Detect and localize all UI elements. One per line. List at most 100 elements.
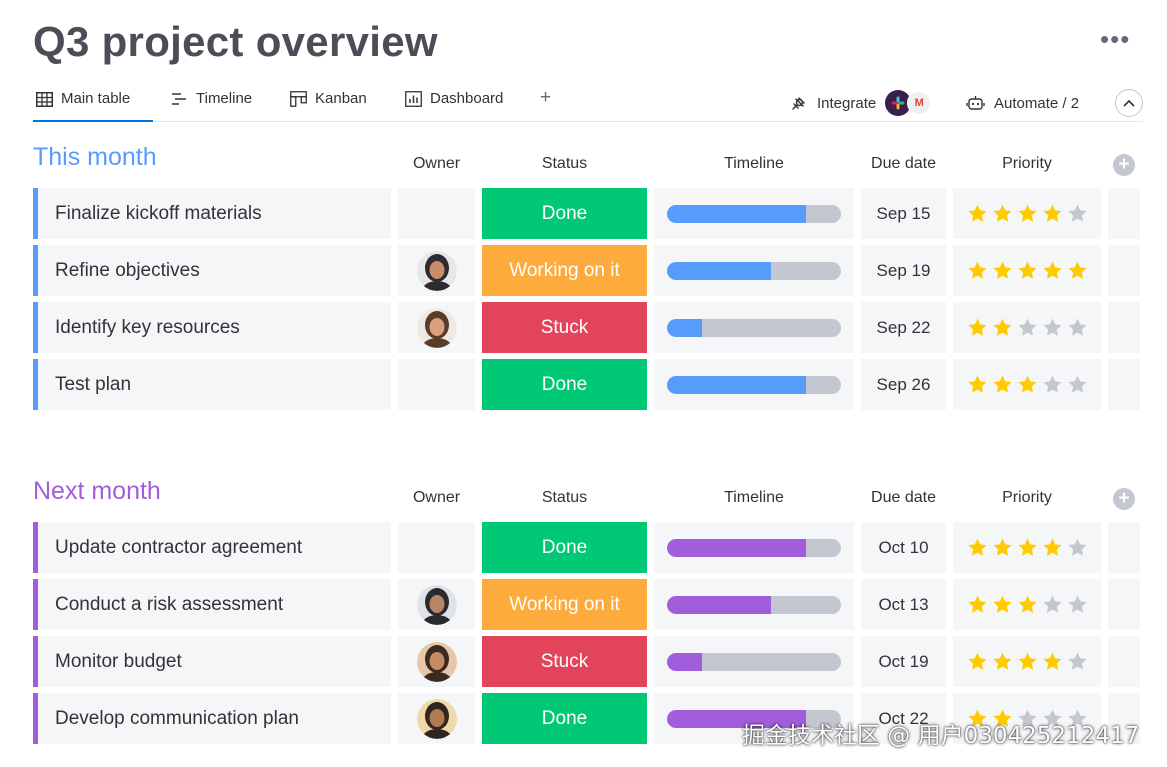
priority-rating[interactable] [953,522,1101,573]
column-header-owner[interactable]: Owner [412,489,461,506]
table-row[interactable]: Monitor budget Stuck Oct 19 [33,636,1140,687]
column-header-timeline[interactable]: Timeline [724,155,784,172]
priority-rating[interactable] [953,636,1101,687]
table-row[interactable]: Update contractor agreement Done Oct 10 [33,522,1140,573]
priority-rating[interactable] [953,693,1101,744]
star-empty-icon[interactable] [1067,374,1088,395]
star-filled-icon[interactable] [1042,651,1063,672]
priority-rating[interactable] [953,302,1101,353]
tab-kanban[interactable]: Kanban [289,90,367,122]
star-filled-icon[interactable] [1017,203,1038,224]
star-filled-icon[interactable] [1017,651,1038,672]
avatar[interactable] [416,307,457,348]
star-filled-icon[interactable] [1017,594,1038,615]
item-name-cell[interactable]: Update contractor agreement [33,522,391,573]
star-empty-icon[interactable] [1067,203,1088,224]
owner-cell[interactable] [398,636,475,687]
status-badge[interactable]: Stuck [482,302,647,353]
owner-cell[interactable] [398,302,475,353]
star-empty-icon[interactable] [1067,317,1088,338]
star-empty-icon[interactable] [1067,537,1088,558]
group-title[interactable]: This month [33,143,157,171]
due-date-cell[interactable]: Oct 19 [861,636,946,687]
column-header-priority[interactable]: Priority [1002,155,1052,172]
column-header-owner[interactable]: Owner [412,155,461,172]
priority-rating[interactable] [953,188,1101,239]
table-row[interactable]: Test plan Done Sep 26 [33,359,1140,410]
due-date-cell[interactable]: Sep 22 [861,302,946,353]
owner-cell[interactable] [398,693,475,744]
star-filled-icon[interactable] [967,537,988,558]
table-row[interactable]: Develop communication plan Done Oct 22 [33,693,1140,744]
star-empty-icon[interactable] [1067,708,1088,729]
star-filled-icon[interactable] [967,708,988,729]
tab-dashboard[interactable]: Dashboard [404,90,503,122]
owner-cell[interactable] [398,359,475,410]
star-filled-icon[interactable] [967,651,988,672]
owner-cell[interactable] [398,245,475,296]
star-filled-icon[interactable] [992,374,1013,395]
priority-rating[interactable] [953,359,1101,410]
tab-timeline[interactable]: Timeline [170,90,252,122]
star-empty-icon[interactable] [1017,317,1038,338]
star-filled-icon[interactable] [967,317,988,338]
tab-main-table[interactable]: Main table [33,90,153,122]
star-filled-icon[interactable] [992,203,1013,224]
star-empty-icon[interactable] [1067,594,1088,615]
star-filled-icon[interactable] [1017,537,1038,558]
timeline-cell[interactable] [654,359,854,410]
status-badge[interactable]: Working on it [482,245,647,296]
group-title[interactable]: Next month [33,477,161,505]
more-options-icon[interactable]: ••• [1100,24,1131,54]
item-name-cell[interactable]: Test plan [33,359,391,410]
star-filled-icon[interactable] [1042,260,1063,281]
star-filled-icon[interactable] [1042,537,1063,558]
timeline-cell[interactable] [654,245,854,296]
owner-cell[interactable] [398,188,475,239]
owner-cell[interactable] [398,579,475,630]
add-column-icon[interactable]: + [1113,154,1135,176]
star-filled-icon[interactable] [992,651,1013,672]
item-name-cell[interactable]: Identify key resources [33,302,391,353]
star-filled-icon[interactable] [1042,203,1063,224]
collapse-header-button[interactable] [1115,89,1143,117]
table-row[interactable]: Conduct a risk assessment Working on it Oc… [33,579,1140,630]
timeline-cell[interactable] [654,188,854,239]
star-filled-icon[interactable] [967,260,988,281]
column-header-timeline[interactable]: Timeline [724,489,784,506]
due-date-cell[interactable]: Oct 13 [861,579,946,630]
integrate-button[interactable]: Integrate M [790,90,932,116]
item-name-cell[interactable]: Develop communication plan [33,693,391,744]
timeline-cell[interactable] [654,693,854,744]
status-badge[interactable]: Done [482,359,647,410]
star-empty-icon[interactable] [1042,317,1063,338]
star-filled-icon[interactable] [967,594,988,615]
timeline-cell[interactable] [654,579,854,630]
due-date-cell[interactable]: Oct 10 [861,522,946,573]
star-filled-icon[interactable] [1017,260,1038,281]
column-header-due[interactable]: Due date [871,489,936,506]
star-empty-icon[interactable] [1042,594,1063,615]
column-header-due[interactable]: Due date [871,155,936,172]
status-badge[interactable]: Stuck [482,636,647,687]
priority-rating[interactable] [953,579,1101,630]
status-badge[interactable]: Done [482,522,647,573]
item-name-cell[interactable]: Monitor budget [33,636,391,687]
timeline-cell[interactable] [654,522,854,573]
star-filled-icon[interactable] [992,537,1013,558]
due-date-cell[interactable]: Sep 19 [861,245,946,296]
avatar[interactable] [416,250,457,291]
timeline-cell[interactable] [654,636,854,687]
add-column-icon[interactable]: + [1113,488,1135,510]
avatar[interactable] [416,584,457,625]
owner-cell[interactable] [398,522,475,573]
automate-button[interactable]: Automate / 2 [966,90,1079,116]
timeline-cell[interactable] [654,302,854,353]
avatar[interactable] [416,641,457,682]
item-name-cell[interactable]: Refine objectives [33,245,391,296]
item-name-cell[interactable]: Finalize kickoff materials [33,188,391,239]
status-badge[interactable]: Done [482,188,647,239]
item-name-cell[interactable]: Conduct a risk assessment [33,579,391,630]
table-row[interactable]: Finalize kickoff materials Done Sep 15 [33,188,1140,239]
table-row[interactable]: Refine objectives Working on it Sep 19 [33,245,1140,296]
